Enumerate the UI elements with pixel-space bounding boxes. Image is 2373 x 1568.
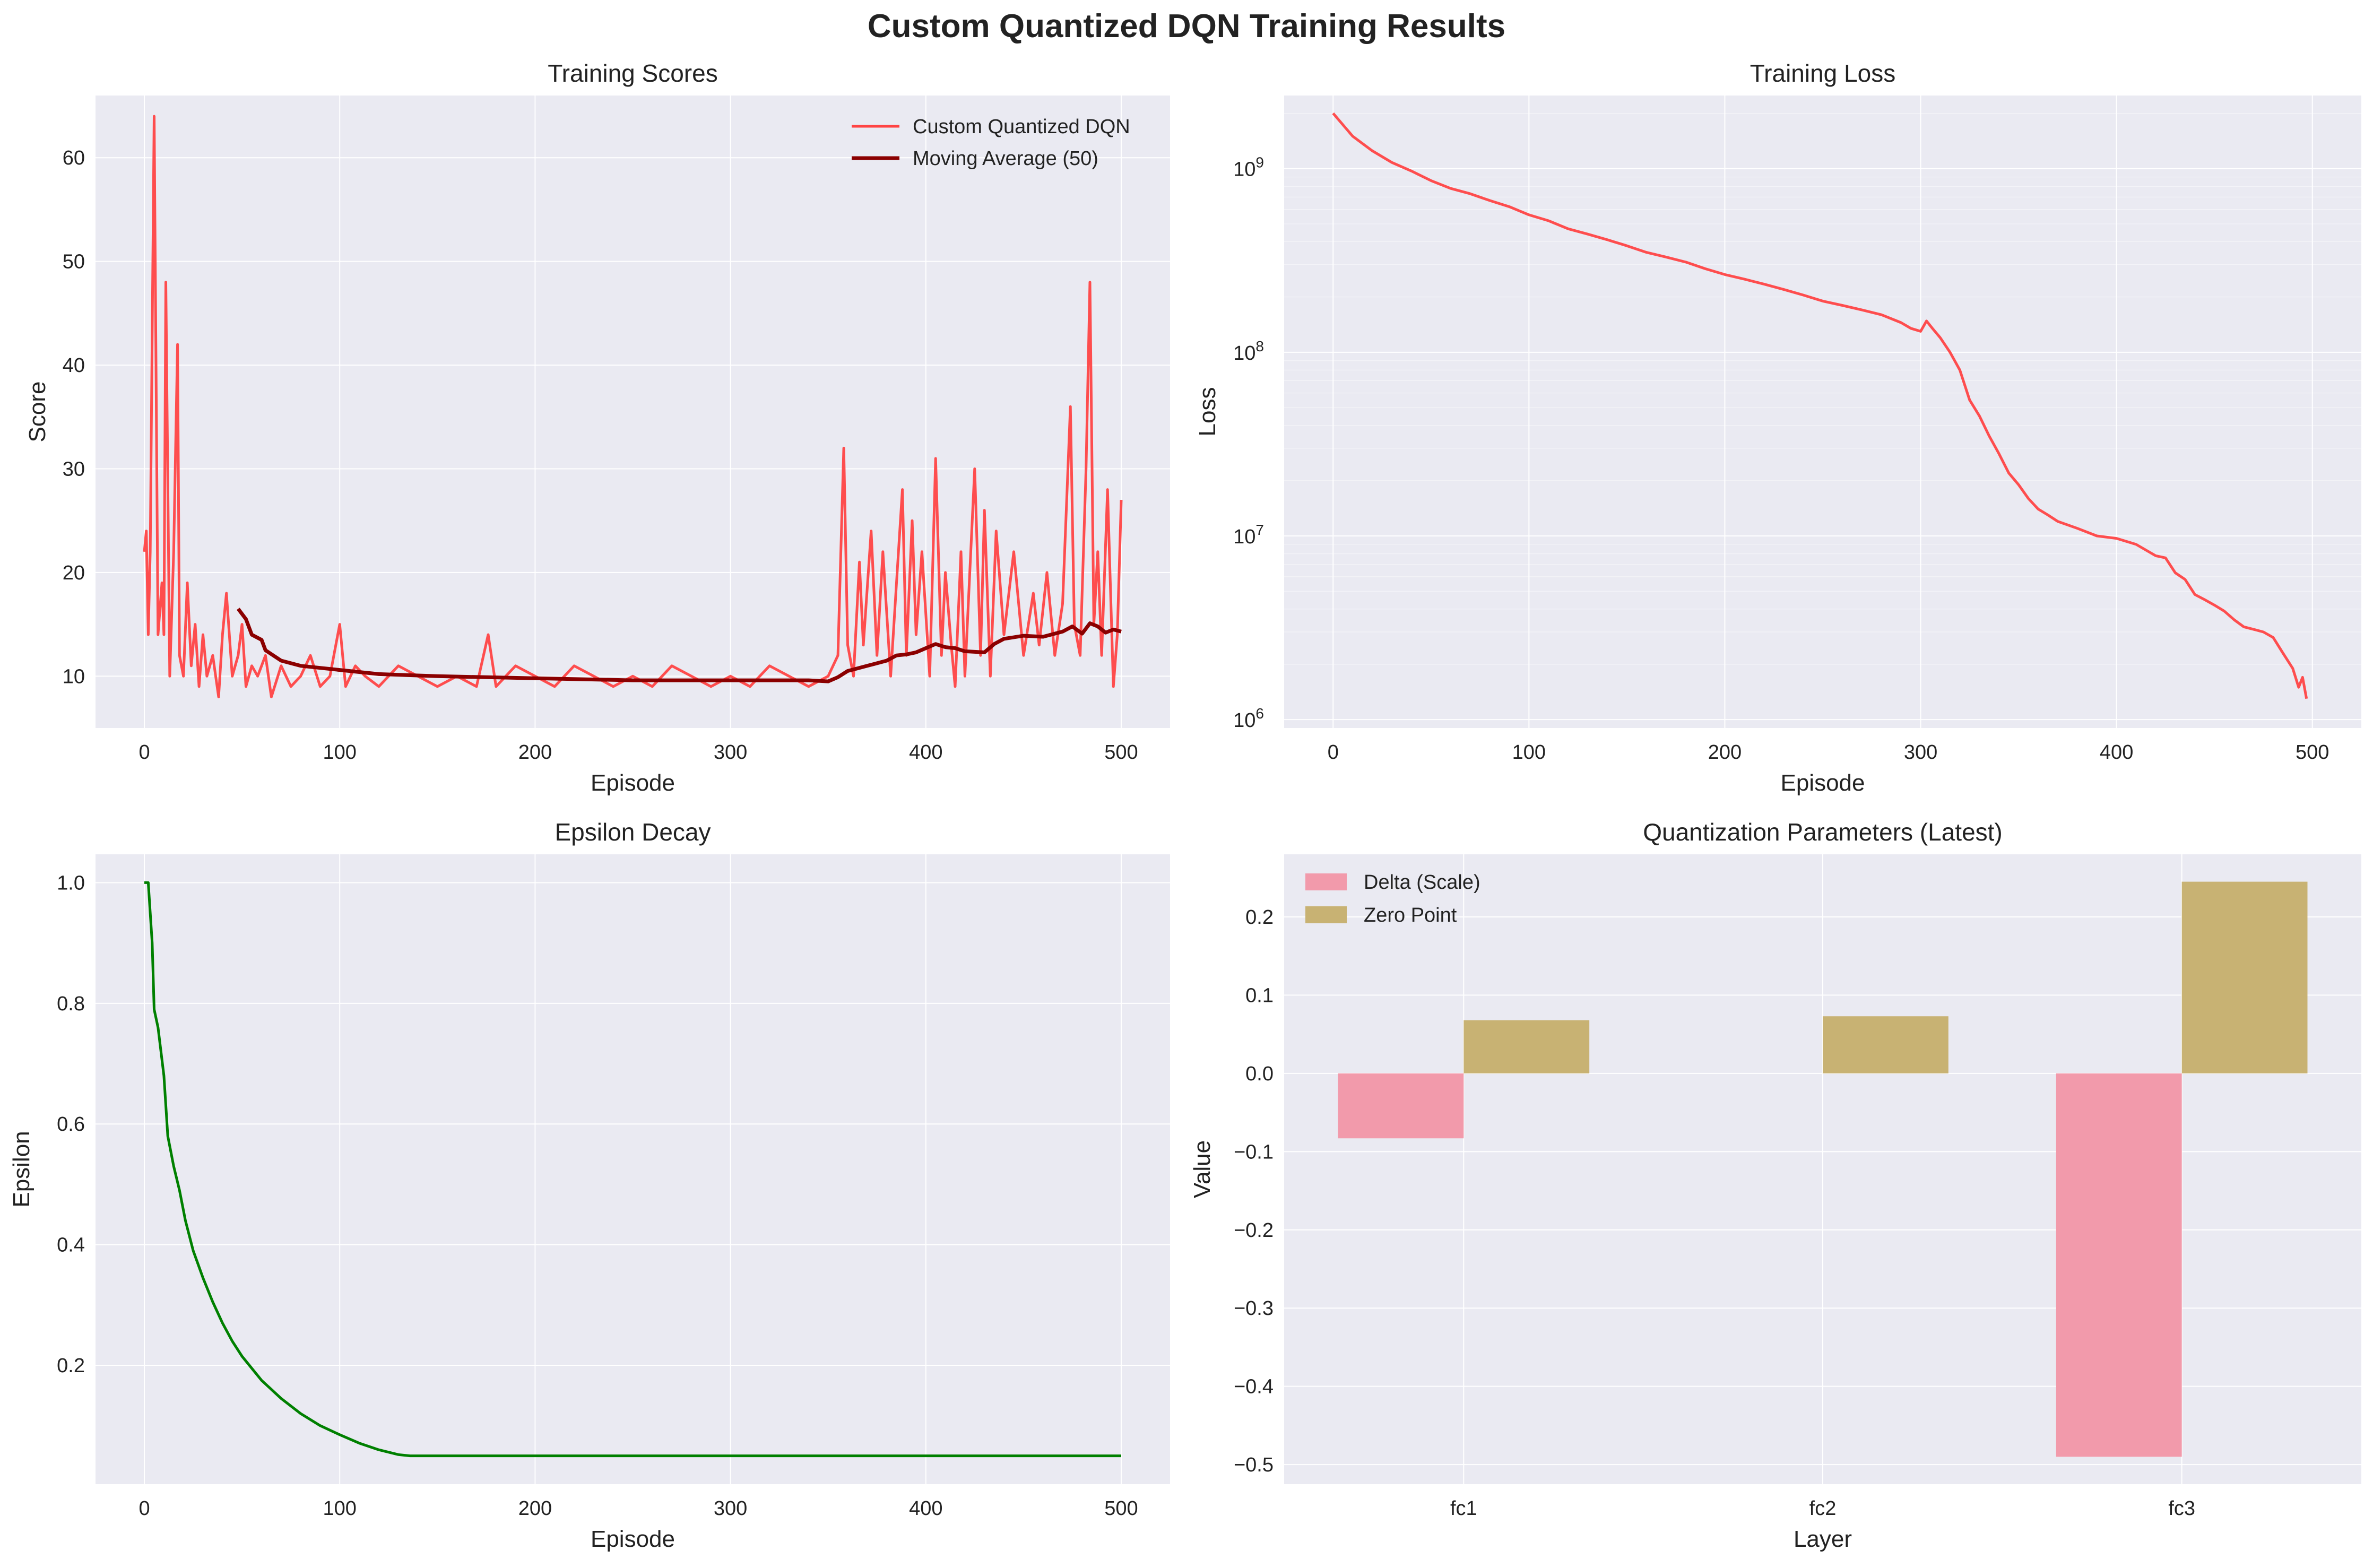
y-tick-label: 1.0 [57,872,85,894]
y-tick-label: 0.0 [1245,1063,1274,1085]
x-tick-label: 100 [323,1497,357,1520]
y-tick-label: 109 [1233,154,1264,181]
y-tick-label: 10 [63,665,85,688]
legend-label: Zero Point [1364,904,1457,926]
y-tick-label: 108 [1233,338,1264,365]
x-tick-label: 100 [1512,741,1546,764]
y-tick-label: 107 [1233,522,1264,548]
plot-area [96,854,1170,1484]
axes-title: Training Scores [548,59,717,87]
axes-title: Training Loss [1750,59,1895,87]
y-tick-label: 40 [63,354,85,377]
axes-title: Epsilon Decay [555,818,711,846]
y-tick-label: 106 [1233,705,1264,732]
x-tick-label: 200 [518,741,552,764]
x-axis-label: Episode [1780,770,1865,796]
x-tick-label: 200 [518,1497,552,1520]
chart-epsilon: 0 100 200 300 400 500 0.2 0.4 0.6 0.8 1.0 Epsilon D… [8,818,1170,1552]
legend: Custom Quantized DQN Moving Average (50) [852,116,1130,170]
x-tick-label: 400 [2100,741,2133,764]
y-tick-label: 60 [63,147,85,169]
legend-swatch [1305,906,1347,923]
x-tick-label: 200 [1708,741,1742,764]
x-axis-label: Episode [591,770,675,796]
chart-quant: fc1 fc2 fc3 −0.5 −0.4 −0.3 −0.2 −0.1 0.0 0.1 0.2 Qu… [1189,818,2361,1552]
x-tick-label: 300 [1904,741,1937,764]
y-tick-label: 0.6 [57,1113,85,1136]
y-tick-label: 0.1 [1245,984,1274,1007]
plot-area [1284,96,2361,728]
axes-title: Quantization Parameters (Latest) [1643,818,2003,846]
y-axis-label: Epsilon [8,1131,34,1207]
x-tick-label: 0 [138,1497,150,1520]
legend-label: Custom Quantized DQN [913,116,1130,138]
y-axis-label: Value [1189,1140,1215,1198]
legend: Delta (Scale) Zero Point [1305,871,1480,926]
y-tick-label: 0.2 [1245,906,1274,929]
x-tick-label: 400 [909,1497,942,1520]
y-tick-label: 0.2 [57,1355,85,1377]
bar-zero-point-fc3 [2181,881,2308,1073]
x-tick-label: fc1 [1450,1497,1477,1520]
x-tick-label: 0 [1328,741,1339,764]
bar-delta-scale--fc3 [2056,1073,2182,1457]
plot-area [96,96,1170,728]
x-tick-label: 100 [323,741,357,764]
x-tick-label: 0 [138,741,150,764]
y-tick-label: 20 [63,562,85,584]
x-tick-label: 500 [2296,741,2329,764]
y-axis-label: Loss [1194,387,1220,437]
series-line [237,608,1122,683]
figure-title: Custom Quantized DQN Training Results [867,8,1506,45]
chart-loss: 0 100 200 300 400 500 106 107 108 109 Training Los… [1194,59,2361,796]
legend-label: Moving Average (50) [913,148,1098,170]
y-tick-label: 30 [63,458,85,480]
y-tick-label: −0.5 [1234,1454,1274,1476]
y-tick-label: −0.2 [1234,1219,1274,1242]
y-tick-label: −0.1 [1234,1141,1274,1163]
series-line [1332,112,2308,699]
x-axis-label: Episode [591,1526,675,1552]
bar-zero-point-fc2 [1823,1016,1948,1073]
x-tick-label: 500 [1104,1497,1138,1520]
y-tick-label: 0.8 [57,993,85,1015]
x-tick-label: 300 [714,741,747,764]
x-tick-label: 500 [1104,741,1138,764]
legend-swatch [1305,873,1347,890]
series-line [144,881,1121,1458]
series-line [143,115,1123,698]
x-tick-label: fc2 [1809,1497,1837,1520]
y-axis-label: Score [24,382,50,443]
y-tick-label: −0.3 [1234,1297,1274,1320]
legend-label: Delta (Scale) [1364,871,1480,894]
y-tick-label: 0.4 [57,1234,85,1257]
y-tick-label: −0.4 [1234,1376,1274,1398]
chart-scores: 0 100 200 300 400 500 10 20 30 40 50 60 Training Sco… [24,59,1170,796]
bar-delta-scale--fc1 [1338,1073,1464,1139]
x-axis-label: Layer [1794,1526,1852,1552]
x-tick-label: fc3 [2168,1497,2195,1520]
y-tick-label: 50 [63,251,85,273]
x-tick-label: 300 [714,1497,747,1520]
bar-zero-point-fc1 [1463,1020,1590,1073]
x-tick-label: 400 [909,741,942,764]
